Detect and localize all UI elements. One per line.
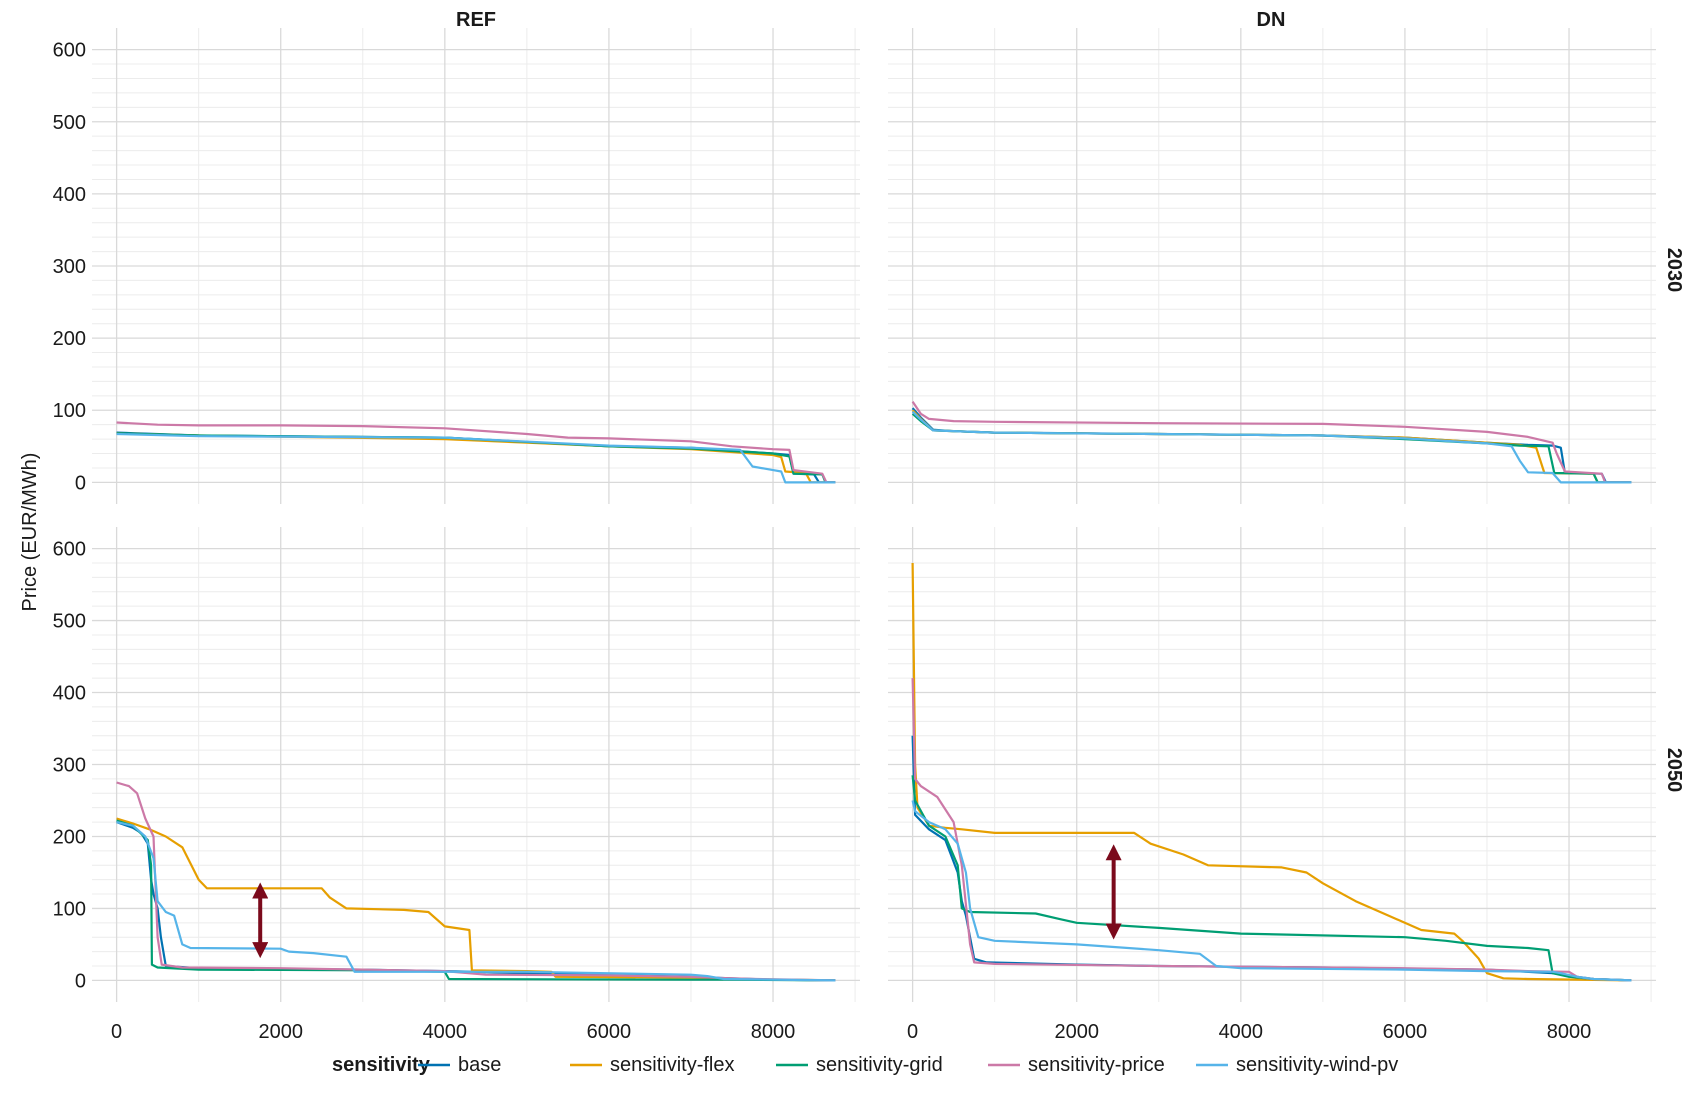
legend-label-sensitivity-wind-pv: sensitivity-wind-pv [1236,1054,1398,1076]
x-tick-label: 2000 [1054,1021,1099,1043]
x-tick-label: 2000 [258,1021,303,1043]
y-tick-label: 200 [53,826,86,848]
series-line-sensitivity-price-ref-2030 [116,421,836,484]
x-tick-label: 6000 [1383,1021,1428,1043]
series-line-sensitivity-wind-pv-ref-2030 [116,432,836,484]
y-tick-label: 0 [75,970,86,992]
x-tick-label: 4000 [1219,1021,1264,1043]
x-tick-label: 8000 [751,1021,796,1043]
legend-title: sensitivity [332,1054,431,1076]
series-line-sensitivity-flex-dn-2050 [911,562,1632,982]
y-tick-label: 200 [53,328,86,350]
y-tick-label: 600 [53,40,86,62]
y-tick-label: 400 [53,184,86,206]
facet-label-dn: DN [1257,9,1286,31]
x-tick-label: 0 [111,1021,122,1043]
facet-label-ref: REF [456,9,496,31]
y-tick-label: 0 [75,472,86,494]
series-line-sensitivity-grid-dn-2050 [911,775,1632,982]
facet-label-2050: 2050 [1663,748,1685,793]
y-tick-label: 400 [53,683,86,705]
y-tick-label: 500 [53,611,86,633]
panel-dn-2030 [888,28,1656,504]
y-axis-label: Price (EUR/MWh) [19,453,41,612]
y-tick-label: 600 [53,539,86,561]
series-line-sensitivity-price-dn-2050 [911,678,1632,982]
y-tick-label: 300 [53,256,86,278]
x-tick-label: 0 [907,1021,918,1043]
series-line-sensitivity-flex-ref-2030 [116,432,836,484]
series-line-sensitivity-price-dn-2030 [911,400,1632,484]
panel-ref-2030: 0 100 200 300 400 500 600 [53,28,860,504]
x-tick-label: 4000 [423,1021,468,1043]
series-line-base-dn-2050 [911,735,1632,982]
series-line-sensitivity-grid-ref-2050 [116,819,836,982]
legend: sensitivity base sensitivity-flex sensitiv… [332,1054,1398,1076]
y-tick-label: 500 [53,112,86,134]
y-tick-label: 300 [53,755,86,777]
series-line-sensitivity-wind-pv-dn-2050 [911,800,1632,982]
legend-label-sensitivity-price: sensitivity-price [1028,1054,1165,1076]
series-line-sensitivity-price-ref-2050 [116,781,836,982]
x-tick-label: 8000 [1547,1021,1592,1043]
facet-label-2030: 2030 [1663,248,1685,293]
series-line-sensitivity-flex-ref-2050 [116,817,836,982]
legend-label-base: base [458,1054,501,1076]
panel-dn-2050: 0 2000 4000 6000 8000 [888,527,1656,1043]
legend-label-sensitivity-flex: sensitivity-flex [610,1054,734,1076]
series-line-sensitivity-wind-pv-ref-2050 [116,821,836,982]
y-tick-label: 100 [53,400,86,422]
series-line-sensitivity-wind-pv-dn-2030 [911,410,1632,484]
series-line-base-ref-2050 [116,821,836,982]
y-tick-label: 100 [53,898,86,920]
x-tick-label: 6000 [587,1021,632,1043]
legend-label-sensitivity-grid: sensitivity-grid [816,1054,943,1076]
